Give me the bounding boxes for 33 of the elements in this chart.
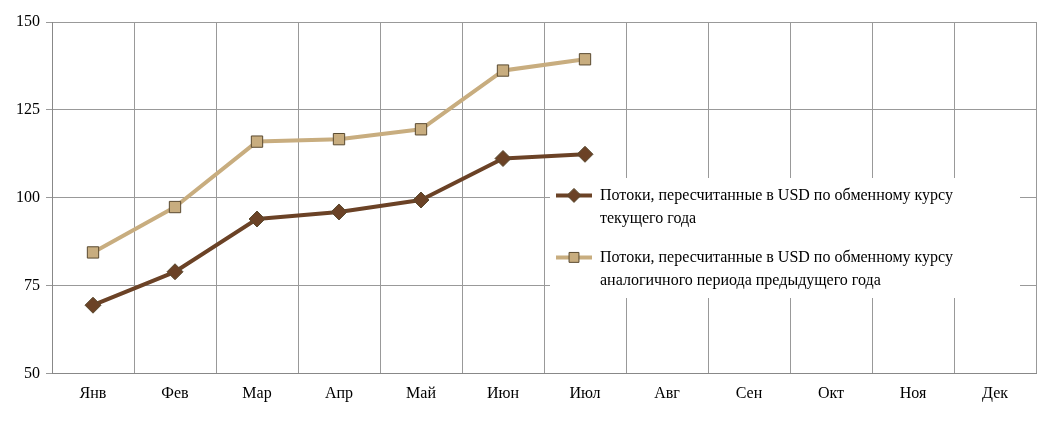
point xyxy=(166,263,184,281)
x-tick-label: Авг xyxy=(654,383,681,401)
point xyxy=(332,132,346,146)
point xyxy=(576,145,594,163)
point xyxy=(248,210,266,228)
x-tick-label: Янв xyxy=(79,383,107,401)
point xyxy=(84,296,102,314)
x-tick-label: Ноя xyxy=(899,383,927,401)
x-tick-label: Апр xyxy=(324,383,354,402)
point xyxy=(412,191,430,209)
y-tick-label: 150 xyxy=(16,12,40,30)
y-tick-label: 125 xyxy=(16,100,40,118)
x-tick-label: Дек xyxy=(982,383,1009,402)
legend-label: Потоки, пересчитанные в USD по обменному курсу аналогичного периода предыдущего года xyxy=(600,247,953,289)
point xyxy=(168,200,182,214)
x-tick-label: Мар xyxy=(242,383,272,402)
point xyxy=(578,53,592,66)
point xyxy=(414,123,428,136)
y-tick-label: 100 xyxy=(16,188,40,206)
legend-label: Потоки, пересчитанные в USD по обменному курсу текущего года xyxy=(600,185,953,227)
x-tick-label: Июл xyxy=(569,383,601,401)
y-tick-label: 75 xyxy=(24,276,40,294)
x-tick-label: Окт xyxy=(817,383,845,401)
x-tick-label: Июн xyxy=(486,383,520,401)
y-tick-label: 50 xyxy=(24,364,40,381)
point xyxy=(250,135,264,148)
x-tick-label: Фев xyxy=(161,383,190,401)
x-tick-label: Сен xyxy=(735,383,763,401)
x-tick-label: Май xyxy=(406,383,437,401)
point xyxy=(494,150,512,167)
point xyxy=(496,64,510,77)
point xyxy=(86,246,100,259)
point xyxy=(330,203,348,221)
